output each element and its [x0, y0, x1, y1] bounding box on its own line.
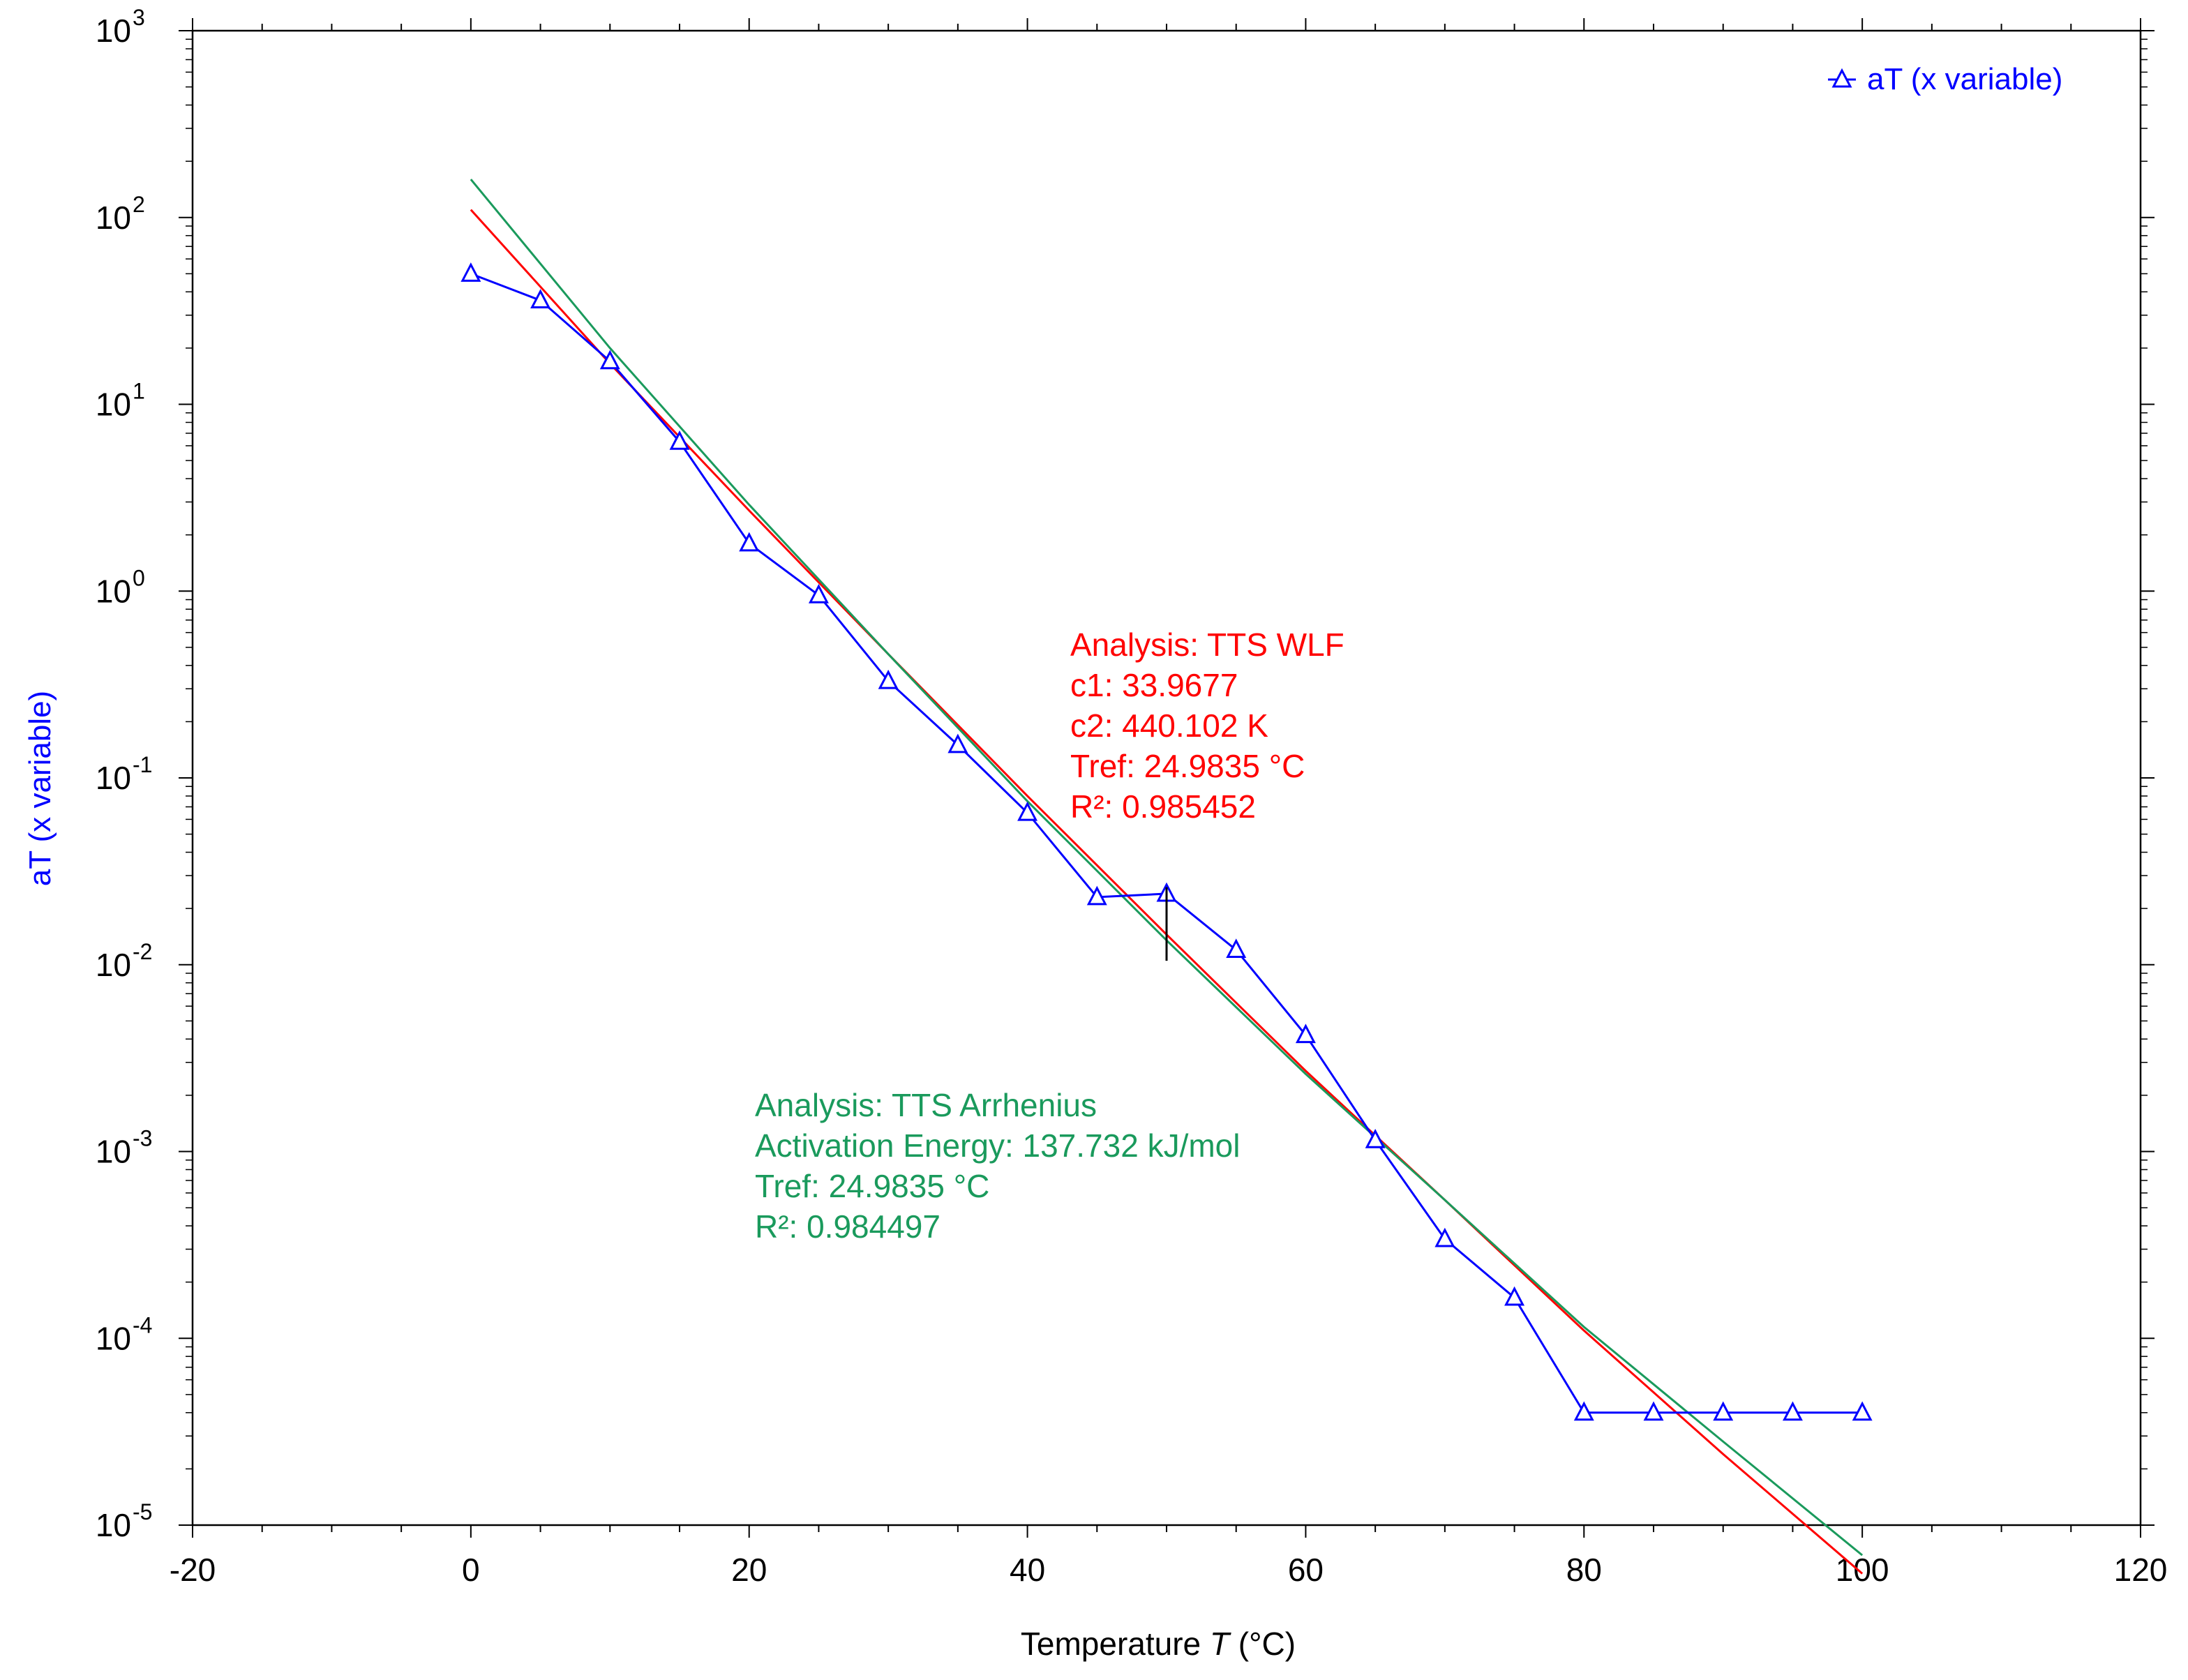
series-group: [460, 262, 1873, 1421]
y-tick-label: 10: [96, 1320, 131, 1356]
arrhenius-annotation-line: R²: 0.984497: [755, 1208, 941, 1245]
x-tick-label: 60: [1288, 1552, 1324, 1588]
y-axis-label: aT (x variable): [23, 691, 57, 886]
legend: aT (x variable): [1828, 62, 2062, 96]
x-tick-label: 40: [1010, 1552, 1045, 1588]
x-axis-label-unit: (°C): [1229, 1626, 1296, 1662]
axis-labels-group: Temperature T (°C) aT (x variable): [23, 691, 1296, 1662]
x-axis-label-name: Temperature: [1021, 1626, 1210, 1662]
y-tick-label: 10: [96, 387, 131, 423]
y-tick-label: 10: [96, 947, 131, 983]
data-point-marker: [460, 262, 481, 282]
wlf-annotation-line: c2: 440.102 K: [1070, 707, 1268, 744]
y-tick-label: 10: [96, 1507, 131, 1543]
wlf-annotation-line: c1: 33.9677: [1070, 667, 1238, 703]
wlf-annotation-line: Tref: 24.9835 °C: [1070, 748, 1305, 784]
wlf-annotation-line: Analysis: TTS WLF: [1070, 627, 1344, 663]
legend-label: aT (x variable): [1867, 62, 2062, 96]
data-point-marker: [1782, 1401, 1803, 1421]
data-point-marker: [669, 430, 690, 450]
data-point-marker: [808, 583, 829, 603]
data-point-marker: [1226, 938, 1247, 959]
data-point-marker: [1852, 1401, 1873, 1421]
y-tick-label: 10: [96, 13, 131, 49]
x-tick-label: 120: [2114, 1552, 2168, 1588]
wlf-annotation-line: R²: 0.985452: [1070, 788, 1256, 825]
arrhenius-annotation-line: Tref: 24.9835 °C: [755, 1168, 989, 1204]
x-tick-label: 20: [731, 1552, 767, 1588]
data-point-marker: [1573, 1401, 1594, 1421]
data-point-marker: [1504, 1286, 1525, 1306]
data-point-marker: [1365, 1129, 1386, 1148]
data-point-marker: [530, 289, 551, 309]
y-tick-exponent: -1: [133, 752, 152, 777]
axes-group: -20 0 20 40 60 80 100 12010-510-410-310-210-110…: [96, 5, 2168, 1588]
data-point-marker: [739, 532, 760, 552]
y-tick-exponent: 2: [133, 192, 145, 217]
x-axis-label-symbol: T: [1210, 1626, 1231, 1662]
y-tick-exponent: 1: [133, 379, 145, 404]
data-point-marker: [947, 733, 968, 753]
x-tick-label: -20: [170, 1552, 216, 1588]
data-point-marker: [599, 350, 620, 370]
y-tick-label: 10: [96, 1134, 131, 1170]
legend-marker: [1831, 68, 1852, 88]
x-axis-label: Temperature T (°C): [1021, 1626, 1296, 1662]
y-tick-label: 10: [96, 200, 131, 236]
y-tick-exponent: -5: [133, 1499, 152, 1524]
data-point-marker: [1434, 1227, 1455, 1247]
y-tick-label: 10: [96, 573, 131, 609]
data-point-marker: [1643, 1401, 1664, 1421]
y-tick-exponent: 0: [133, 565, 145, 590]
data-point-marker: [1086, 885, 1107, 906]
data-point-marker: [878, 669, 899, 689]
y-tick-exponent: -2: [133, 939, 152, 964]
x-tick-label: 80: [1566, 1552, 1602, 1588]
arrhenius-annotation-line: Activation Energy: 137.732 kJ/mol: [755, 1127, 1240, 1164]
data-point-marker: [1295, 1023, 1316, 1044]
data-point-marker: [1713, 1401, 1734, 1421]
annotations-group: Analysis: TTS WLF c1: 33.9677 c2: 440.102 …: [755, 627, 1344, 1245]
x-tick-label: 0: [462, 1552, 480, 1588]
y-tick-label: 10: [96, 760, 131, 796]
y-tick-exponent: -4: [133, 1312, 152, 1337]
arrhenius-annotation-line: Analysis: TTS Arrhenius: [755, 1087, 1097, 1123]
y-tick-exponent: -3: [133, 1126, 152, 1151]
data-point-marker: [1017, 801, 1038, 821]
y-tick-exponent: 3: [133, 5, 145, 30]
